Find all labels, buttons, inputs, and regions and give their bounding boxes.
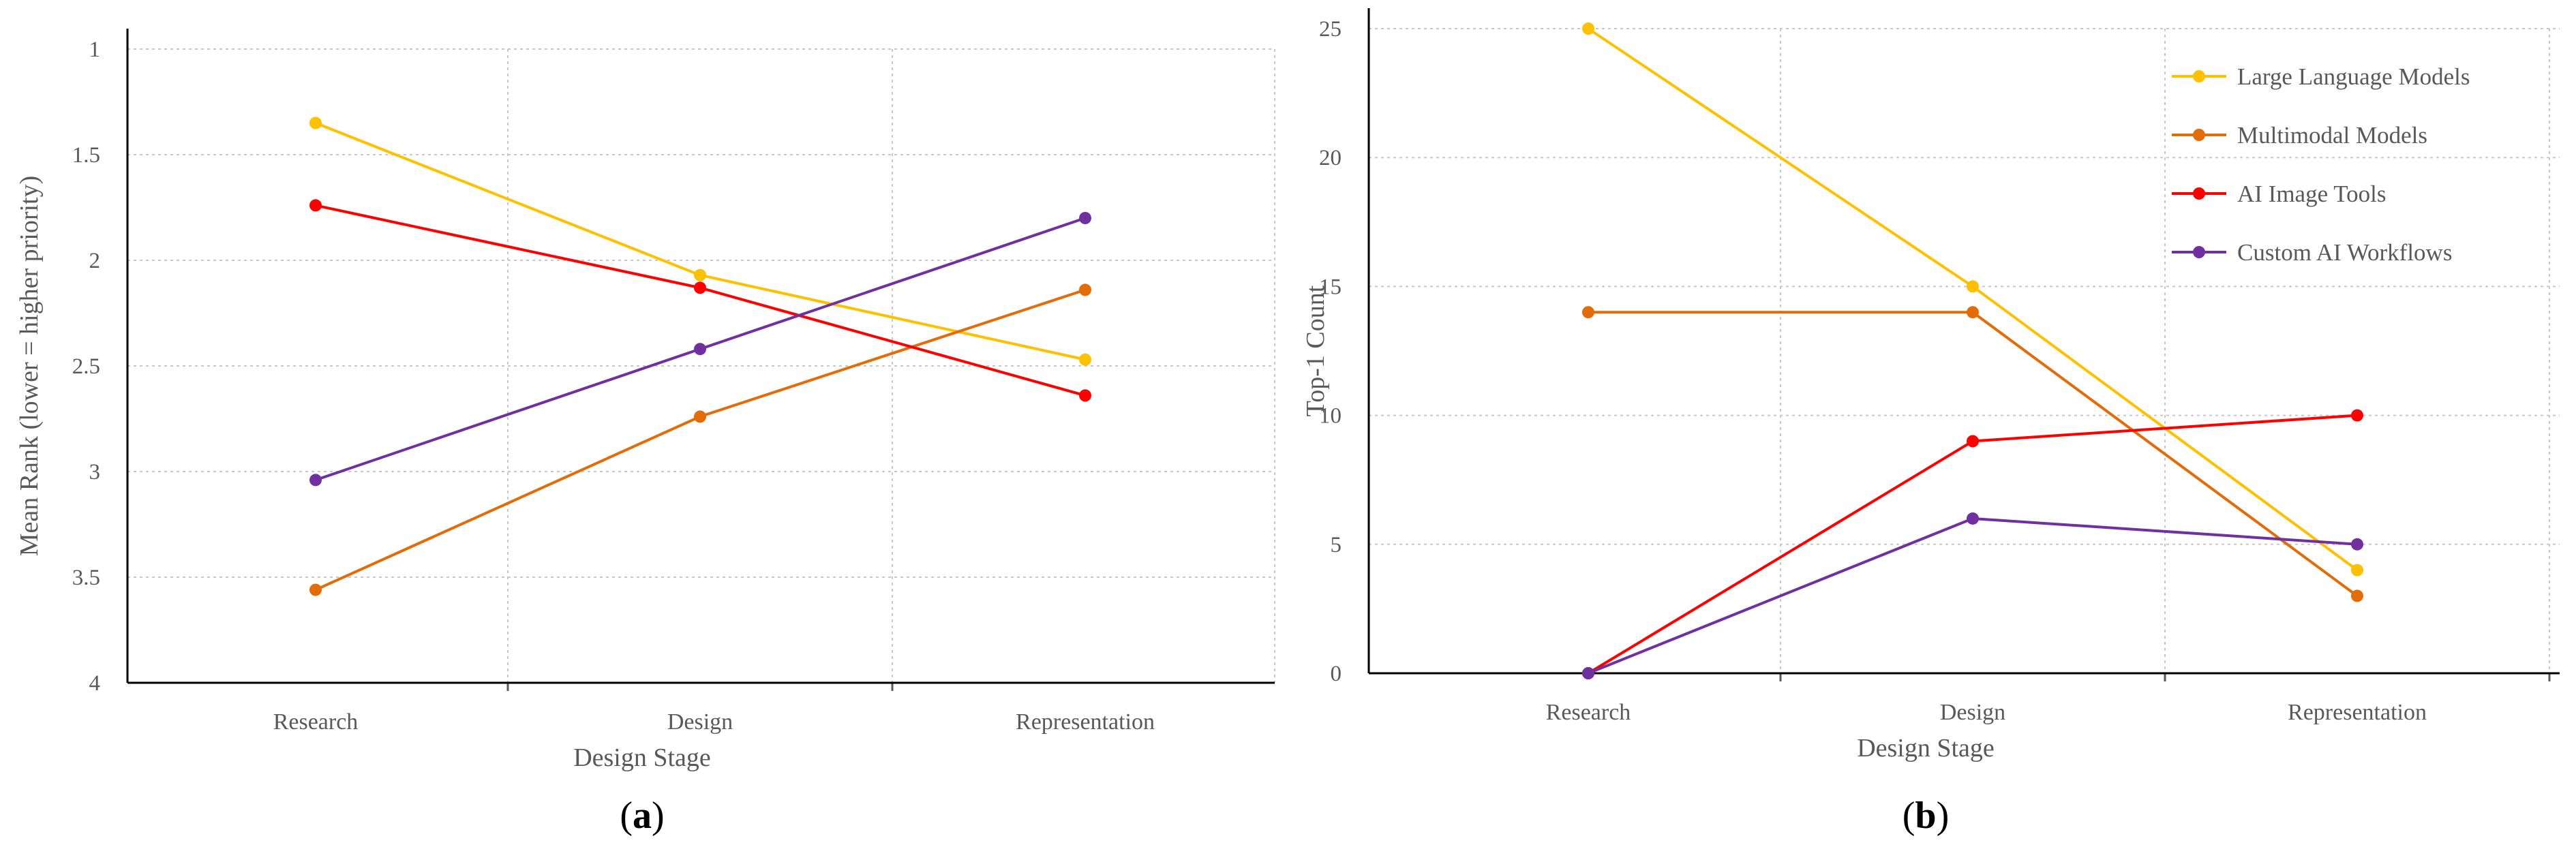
data-point [1079,212,1091,224]
y-tick-label: 3.5 [72,566,100,590]
data-point [1582,306,1594,319]
data-point [309,199,322,212]
data-point [309,474,322,487]
y-tick-label: 1.5 [72,143,100,168]
legend-label: Multimodal Models [2237,122,2427,149]
y-tick-label: 5 [1331,533,1342,557]
y-tick-label: 1 [89,37,101,62]
data-point [2351,538,2363,551]
y-tick-label: 20 [1319,146,1342,170]
y-axis-title: Top-1 Count [1301,285,1330,416]
data-point [1967,306,1979,319]
y-tick-label: 10 [1319,404,1342,429]
x-tick-label: Representation [1016,709,1155,735]
panel-b-chart: 0 5 10 15 20 25 Research Design Representation De… [1301,8,2560,837]
x-tick-label: Research [1546,700,1631,725]
y-tick-label: 15 [1319,275,1342,299]
data-point [694,410,706,423]
y-tick-label: 2.5 [72,354,100,379]
x-axis-title: Design Stage [1857,734,1995,763]
data-point [2351,564,2363,576]
legend-label: Custom AI Workflows [2237,239,2452,266]
series-line [315,121,1086,361]
y-axis-title: Mean Rank (lower = higher priority) [15,176,44,557]
data-point [309,117,322,129]
y-tick-label: 25 [1319,17,1342,42]
data-point [694,268,706,281]
data-point [2351,589,2363,602]
data-point [1079,283,1091,296]
legend-label: Large Language Models [2237,63,2470,90]
data-point [1967,280,1979,293]
x-axis-title: Design Stage [573,743,711,772]
legend-swatch-marker [2193,70,2205,82]
x-tick-label: Representation [2288,700,2427,725]
data-point [694,343,706,356]
panel-label: (a) [620,795,664,837]
legend-swatch-marker [2193,129,2205,141]
series-line [1588,517,2358,675]
y-tick-label: 2 [89,249,101,273]
legend-swatch-marker [2193,246,2205,258]
data-point [309,583,322,596]
panel-a-chart: 1 1.5 2 2.5 3 3.5 4 Research Design Representatio… [15,29,1275,837]
legend-swatch-marker [2193,187,2205,200]
series-line [1587,27,2359,572]
x-tick-label: Research [273,709,359,735]
data-point [1079,353,1091,366]
series-line [315,204,1086,397]
y-tick-label: 3 [89,460,101,484]
legend-label: AI Image Tools [2237,181,2386,207]
x-tick-label: Design [667,709,733,735]
data-point [2351,409,2363,422]
series-line [1588,311,2359,598]
data-point [1079,389,1091,402]
y-tick-label: 0 [1331,662,1342,686]
data-point [1582,667,1594,679]
data-point [1582,22,1594,35]
y-tick-label: 4 [89,671,101,696]
panel-label: (b) [1903,795,1949,837]
data-point [1967,512,1979,525]
data-point [694,281,706,294]
x-tick-label: Design [1940,700,2005,725]
data-point [1967,435,1979,448]
